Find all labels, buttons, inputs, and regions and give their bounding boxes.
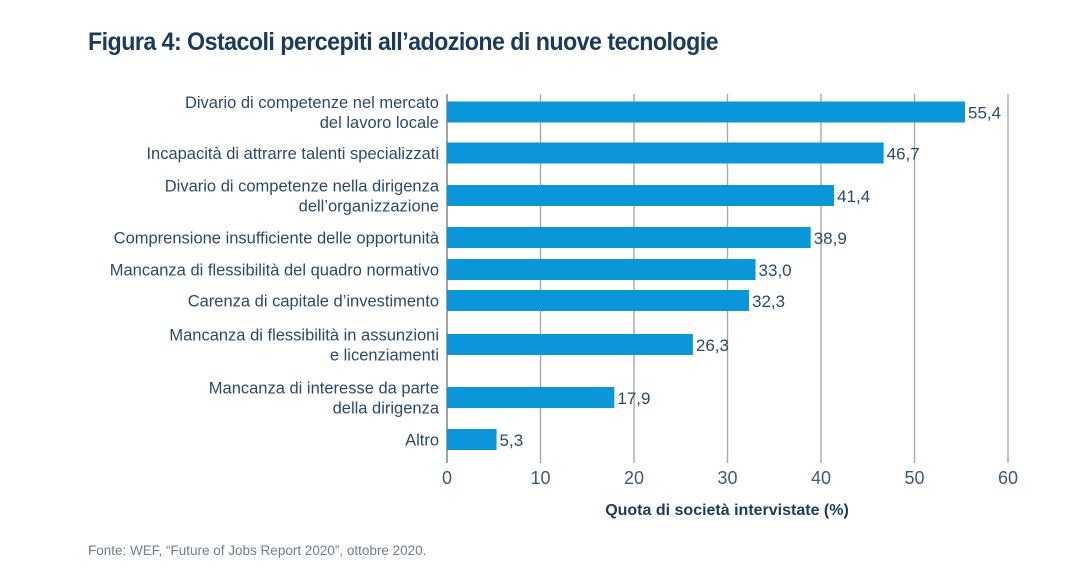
category-label-line: Mancanza di flessibilità in assunzioni bbox=[169, 327, 439, 345]
category-labels: Divario di competenze nel mercato del lav… bbox=[110, 94, 440, 450]
bar bbox=[447, 387, 615, 408]
value-label: 33,0 bbox=[759, 261, 792, 280]
x-tick-label: 60 bbox=[998, 468, 1018, 488]
x-tick-label: 50 bbox=[904, 468, 924, 488]
category-label-line: e licenziamenti bbox=[330, 347, 439, 365]
source-note: Fonte: WEF, “Future of Jobs Report 2020”… bbox=[88, 543, 427, 558]
x-tick-labels: 0 10 20 30 40 50 60 bbox=[442, 468, 1018, 488]
category-label-line: della dirigenza bbox=[333, 400, 440, 418]
value-label: 5,3 bbox=[500, 431, 524, 450]
category-label-line: Divario di competenze nella dirigenza bbox=[165, 178, 440, 196]
x-tick-label: 0 bbox=[442, 468, 452, 488]
category-label: Divario di competenze nella dirigenza del… bbox=[165, 178, 440, 216]
value-label: 17,9 bbox=[617, 389, 650, 408]
category-label: Mancanza di interesse da parte della diri… bbox=[209, 380, 440, 418]
category-label: Carenza di capitale d’investimento bbox=[188, 293, 439, 311]
bar bbox=[447, 334, 693, 355]
category-label-line: Carenza di capitale d’investimento bbox=[188, 293, 439, 311]
bar bbox=[447, 185, 835, 206]
category-label-line: Mancanza di interesse da parte bbox=[209, 380, 439, 398]
value-label: 38,9 bbox=[814, 229, 847, 248]
value-label: 32,3 bbox=[752, 292, 785, 311]
category-label-line: Altro bbox=[405, 432, 439, 450]
x-tick-label: 40 bbox=[811, 468, 831, 488]
value-label: 55,4 bbox=[968, 104, 1001, 123]
category-label: Mancanza di flessibilità in assunzioni e … bbox=[169, 327, 439, 365]
bar bbox=[447, 101, 965, 123]
bar bbox=[447, 429, 497, 450]
bar bbox=[447, 259, 756, 280]
value-label: 26,3 bbox=[696, 336, 729, 355]
chart-title: Figura 4: Ostacoli percepiti all’adozion… bbox=[88, 28, 719, 56]
category-label: Divario di competenze nel mercato del lav… bbox=[185, 94, 439, 132]
value-labels: 55,4 46,7 41,4 38,9 33,0 32,3 26,3 17,9 5,3 bbox=[500, 104, 1002, 451]
bars bbox=[447, 101, 965, 450]
x-axis-title: Quota di società intervistate (%) bbox=[605, 502, 849, 519]
x-tick-label: 20 bbox=[624, 468, 644, 488]
category-label-line: Comprensione insufficiente delle opportu… bbox=[114, 230, 440, 248]
value-label: 46,7 bbox=[887, 145, 920, 164]
x-tick-label: 10 bbox=[530, 468, 550, 488]
x-tick-label: 30 bbox=[717, 468, 737, 488]
category-label-line: Incapacità di attrarre talenti specializ… bbox=[146, 145, 439, 163]
category-label: Incapacità di attrarre talenti specializ… bbox=[146, 145, 439, 163]
bar bbox=[447, 227, 811, 248]
bar bbox=[447, 142, 884, 164]
category-label: Comprensione insufficiente delle opportu… bbox=[114, 230, 440, 248]
category-label: Altro bbox=[405, 432, 439, 450]
bar bbox=[447, 290, 750, 311]
category-label-line: dell’organizzazione bbox=[299, 198, 439, 216]
category-label-line: del lavoro locale bbox=[320, 114, 439, 132]
category-label-line: Divario di competenze nel mercato bbox=[185, 94, 439, 112]
value-label: 41,4 bbox=[837, 187, 870, 206]
category-label-line: Mancanza di flessibilità del quadro norm… bbox=[110, 262, 439, 280]
category-label: Mancanza di flessibilità del quadro norm… bbox=[110, 262, 439, 280]
